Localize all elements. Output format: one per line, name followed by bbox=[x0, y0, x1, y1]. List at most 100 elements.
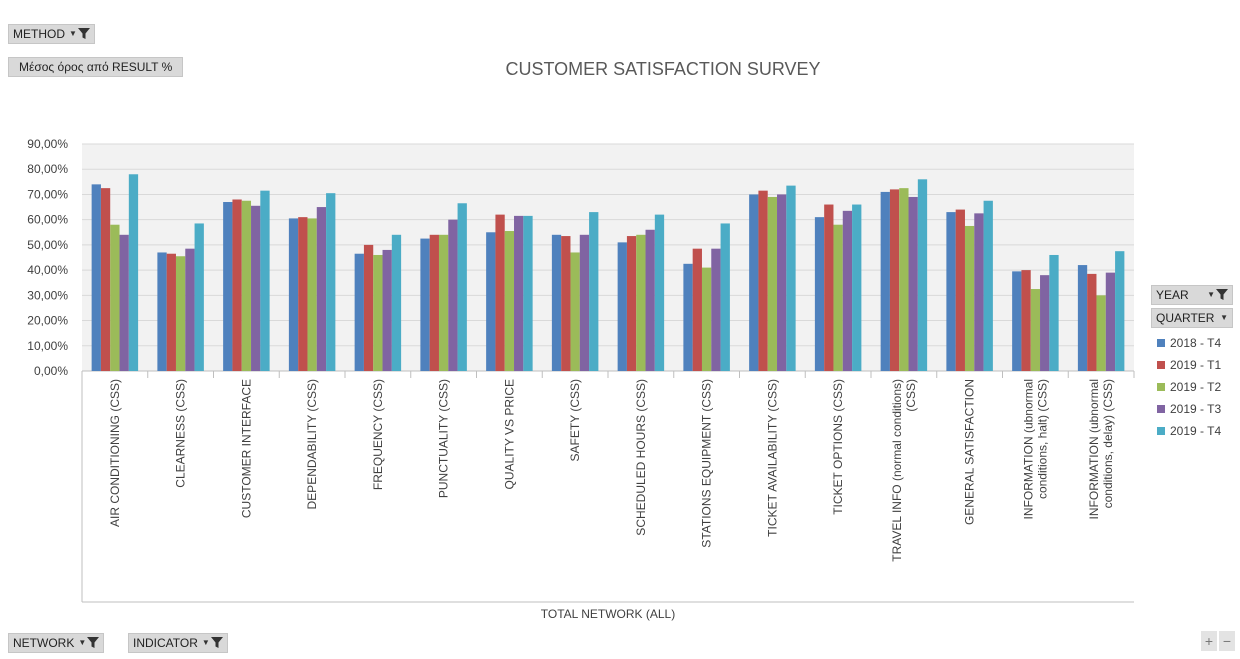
y-tick-label: 80,00% bbox=[27, 162, 68, 176]
year-filter-label: YEAR bbox=[1156, 288, 1189, 302]
dropdown-caret-icon: ▼ bbox=[69, 29, 77, 38]
filter-funnel-icon bbox=[1216, 289, 1228, 300]
indicator-filter-label: INDICATOR bbox=[133, 636, 198, 650]
legend-swatch bbox=[1157, 427, 1165, 435]
bar bbox=[100, 188, 111, 371]
indicator-filter-button[interactable]: INDICATOR ▼ bbox=[128, 633, 228, 653]
bar bbox=[91, 184, 101, 371]
zoom-out-button[interactable]: − bbox=[1219, 631, 1235, 651]
bar bbox=[964, 225, 975, 371]
bar bbox=[1115, 251, 1125, 371]
bar bbox=[260, 190, 270, 371]
bar bbox=[457, 203, 467, 371]
bar bbox=[889, 189, 900, 371]
chart-title: CUSTOMER SATISFACTION SURVEY bbox=[505, 59, 820, 79]
bar bbox=[504, 231, 515, 371]
bar bbox=[438, 234, 449, 371]
legend-swatch bbox=[1157, 405, 1165, 413]
bar bbox=[636, 234, 646, 371]
bar bbox=[908, 196, 918, 371]
y-tick-label: 50,00% bbox=[27, 238, 68, 252]
method-filter-button[interactable]: METHOD ▼ bbox=[8, 24, 95, 44]
bar bbox=[1105, 272, 1116, 371]
bar bbox=[486, 232, 496, 371]
bar bbox=[298, 217, 308, 371]
x-tick-label: INFORMATION (ubnormal bbox=[1087, 379, 1101, 519]
legend-label: 2018 - T4 bbox=[1170, 336, 1222, 350]
filter-funnel-icon bbox=[210, 637, 223, 648]
bar bbox=[1012, 271, 1022, 371]
bar bbox=[814, 217, 825, 371]
y-tick-label: 70,00% bbox=[27, 187, 68, 201]
x-tick-label: DEPENDABILITY (CSS) bbox=[305, 379, 319, 509]
bar bbox=[420, 238, 430, 371]
y-tick-label: 30,00% bbox=[27, 288, 68, 302]
bar bbox=[232, 199, 242, 371]
bar bbox=[429, 234, 439, 371]
bar bbox=[185, 248, 195, 371]
bar bbox=[645, 229, 655, 371]
quarter-filter-button[interactable]: QUARTER ▼ bbox=[1151, 308, 1233, 328]
x-tick-label: TRAVEL INFO (normal conditions) bbox=[890, 379, 904, 562]
dropdown-caret-icon: ▼ bbox=[78, 638, 87, 647]
bar bbox=[514, 215, 524, 371]
bar bbox=[316, 207, 327, 371]
bar bbox=[570, 252, 580, 371]
bar bbox=[157, 252, 167, 371]
legend-item: 2019 - T3 bbox=[1157, 402, 1221, 416]
bar bbox=[354, 253, 364, 371]
network-filter-label: NETWORK bbox=[13, 636, 75, 650]
year-filter-button[interactable]: YEAR ▼ bbox=[1151, 285, 1233, 305]
bar bbox=[654, 214, 665, 371]
x-tick-label: SAFETY (CSS) bbox=[568, 379, 582, 461]
bar bbox=[749, 194, 759, 371]
x-tick-label: PUNCTUALITY (CSS) bbox=[437, 379, 451, 498]
bar bbox=[223, 202, 233, 371]
bar bbox=[523, 215, 533, 371]
legend-swatch bbox=[1157, 339, 1165, 347]
value-field-button[interactable]: Μέσος όρος από RESULT % bbox=[8, 57, 184, 77]
x-tick-label: QUALITY VS PRICE bbox=[502, 379, 516, 489]
bar bbox=[842, 210, 853, 371]
bar bbox=[692, 248, 702, 371]
bar bbox=[880, 191, 890, 371]
bar bbox=[175, 256, 186, 371]
x-axis-title: TOTAL NETWORK (ALL) bbox=[541, 607, 675, 621]
bar bbox=[1049, 254, 1059, 371]
bar bbox=[767, 196, 778, 371]
bar bbox=[241, 200, 252, 371]
bar bbox=[833, 224, 843, 371]
filter-funnel-icon bbox=[77, 28, 90, 39]
legend-swatch bbox=[1157, 383, 1165, 391]
bar bbox=[1040, 275, 1050, 371]
bar bbox=[974, 213, 984, 371]
zoom-in-button[interactable]: + bbox=[1201, 631, 1217, 651]
bar bbox=[166, 253, 176, 371]
quarter-filter-label: QUARTER bbox=[1156, 311, 1215, 325]
x-tick-label: CLEARNESS (CSS) bbox=[174, 379, 188, 488]
y-tick-label: 40,00% bbox=[27, 263, 68, 277]
bar bbox=[955, 209, 965, 371]
bar bbox=[1077, 265, 1088, 371]
bar bbox=[983, 200, 993, 371]
y-tick-label: 20,00% bbox=[27, 314, 68, 328]
network-filter-button[interactable]: NETWORK ▼ bbox=[8, 633, 105, 653]
bar bbox=[110, 224, 120, 371]
legend-item: 2019 - T2 bbox=[1157, 380, 1221, 394]
bar bbox=[899, 188, 909, 371]
bar bbox=[1030, 289, 1041, 371]
legend-label: 2019 - T1 bbox=[1170, 358, 1222, 372]
bar bbox=[946, 212, 956, 371]
bar bbox=[326, 193, 336, 371]
bar bbox=[579, 234, 590, 371]
bar bbox=[617, 242, 627, 371]
bar bbox=[561, 236, 571, 371]
bar bbox=[1096, 295, 1106, 371]
bar bbox=[777, 194, 787, 371]
legend-label: 2019 - T3 bbox=[1170, 402, 1222, 416]
x-tick-label: STATIONS EQUIPMENT (CSS) bbox=[700, 379, 714, 548]
bar bbox=[448, 219, 458, 371]
y-tick-label: 0,00% bbox=[34, 364, 68, 378]
bar bbox=[917, 179, 928, 371]
bar bbox=[720, 223, 730, 371]
